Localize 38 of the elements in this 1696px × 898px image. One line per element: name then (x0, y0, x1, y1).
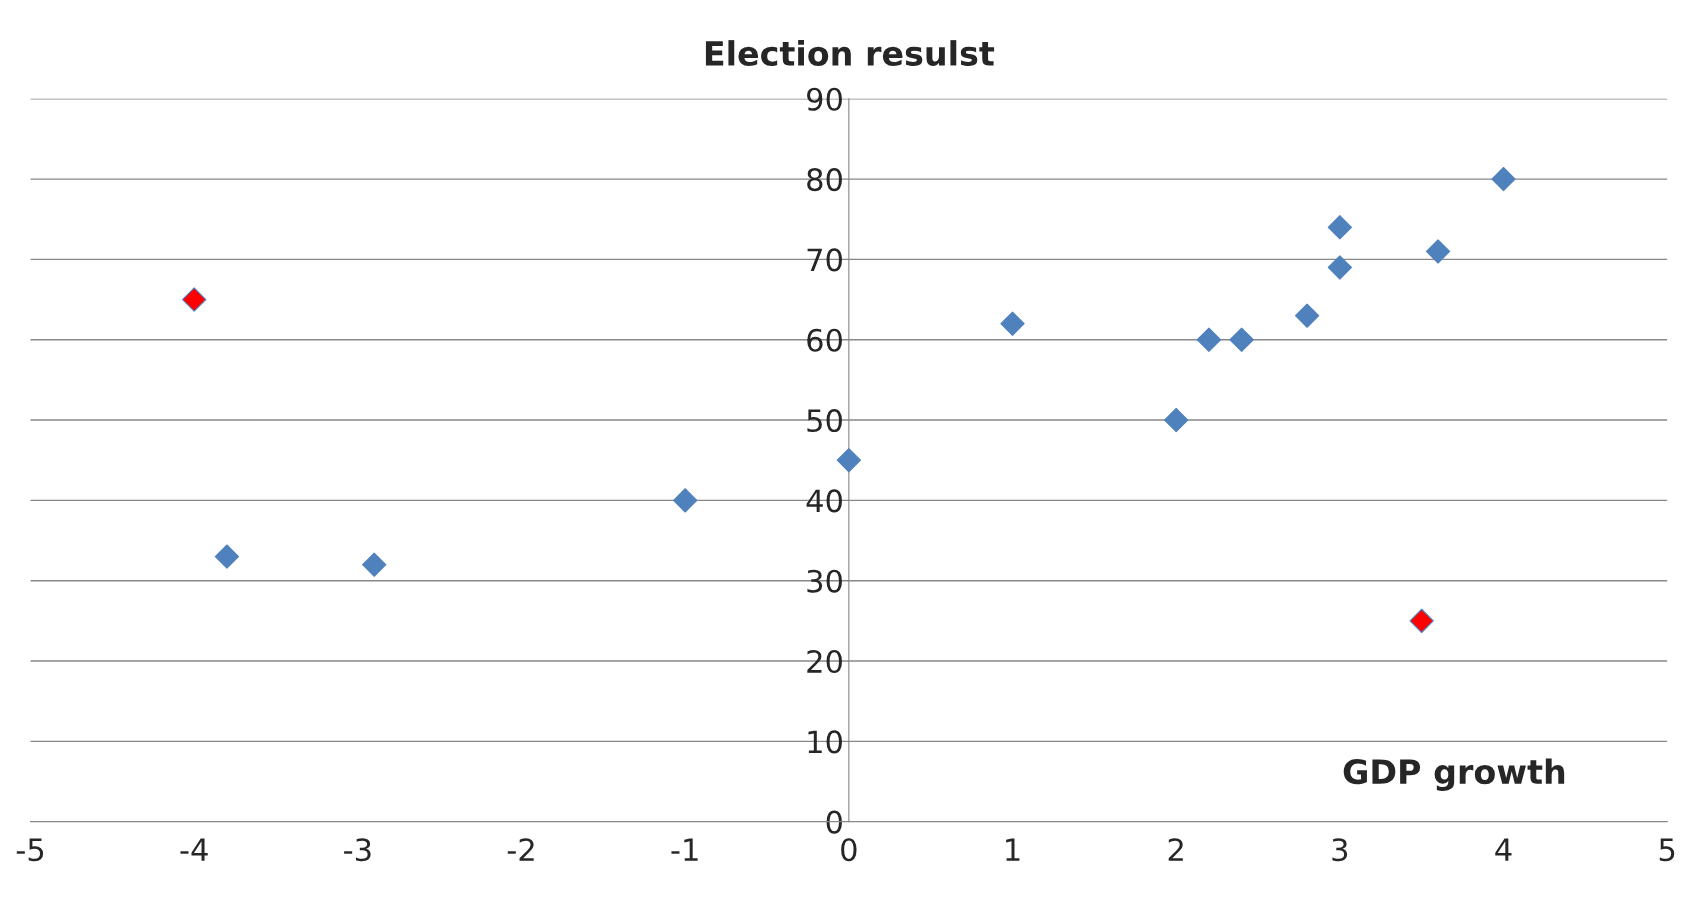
y-tick-label: 0 (826, 810, 842, 834)
point (1409, 608, 1434, 634)
x-tick-label: -5 (16, 838, 44, 862)
point (1327, 215, 1353, 240)
point (1425, 239, 1451, 264)
y-tick-label: 90 (807, 87, 842, 111)
point (362, 552, 387, 577)
point (214, 544, 240, 569)
y-tick-label: 30 (807, 569, 842, 593)
x-tick-label: -3 (344, 838, 371, 862)
x-tick-label: -4 (180, 838, 208, 861)
x-tick-label: 1 (1006, 838, 1020, 861)
point (1294, 303, 1320, 328)
y-tick-label: 40 (806, 489, 842, 513)
x-tick-label: 3 (1332, 838, 1348, 862)
x-tick-label: 2 (1168, 838, 1183, 861)
point (1491, 166, 1516, 192)
point (836, 448, 862, 473)
point (673, 488, 698, 513)
x-tick-label: -2 (507, 838, 534, 861)
point (1000, 311, 1025, 336)
y-tick-label: 50 (807, 409, 842, 433)
x-tick-label: 5 (1659, 838, 1675, 862)
point (1196, 327, 1222, 352)
point (1229, 327, 1254, 352)
point (182, 287, 207, 312)
x-tick-label: 4 (1495, 838, 1512, 861)
point (1164, 407, 1189, 433)
y-tick-label: 10 (808, 730, 842, 754)
x-axis-title: GDP growth (1343, 758, 1565, 791)
y-tick-label: 80 (807, 168, 842, 192)
y-tick-label: 60 (807, 328, 842, 352)
y-tick-label: 20 (807, 649, 842, 674)
x-tick-label: -1 (671, 838, 698, 861)
chart-title: Election resulst (705, 40, 995, 66)
point (1327, 255, 1353, 280)
y-tick-label: 70 (807, 248, 842, 272)
x-tick-label: 0 (841, 838, 857, 862)
